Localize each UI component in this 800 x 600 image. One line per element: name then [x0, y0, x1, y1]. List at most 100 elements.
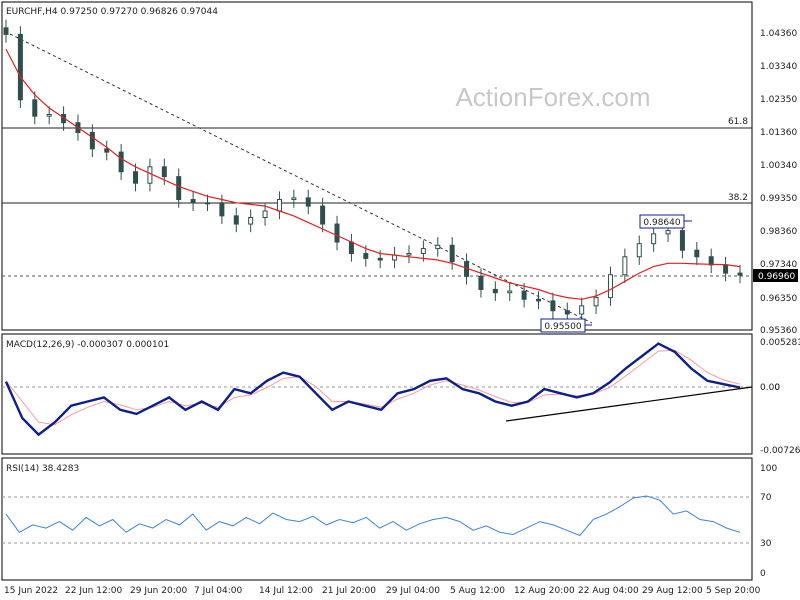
price-axis: 1.04360 1.03340 1.02350 1.01360 1.00340 …	[760, 29, 797, 336]
macd-tick-label: 0.005281	[760, 338, 800, 348]
candle-body	[147, 166, 153, 184]
candle-body	[133, 171, 139, 184]
candle-body	[737, 272, 743, 276]
candle-body	[536, 298, 542, 302]
low-annotation-label: 0.95500	[544, 322, 581, 332]
price-tick-label: 1.03340	[760, 62, 797, 72]
macd-title: MACD(12,26,9) -0.000307 0.000101	[6, 340, 169, 350]
candle-body	[492, 288, 498, 294]
candle-body	[636, 243, 642, 258]
candle-body	[607, 274, 613, 299]
current-price-label: 0.96960	[758, 272, 795, 282]
time-tick-label: 22 Aug 04:00	[578, 586, 639, 596]
macd-line	[4, 342, 741, 437]
candle-body	[593, 297, 599, 307]
candle-body	[651, 233, 657, 245]
rsi-tick-label: 100	[760, 464, 777, 474]
rsi-title: RSI(14) 38.4283	[6, 464, 79, 474]
candle-body	[17, 33, 23, 101]
candle-body	[248, 217, 254, 225]
high-annotation-label: 0.98640	[643, 218, 680, 228]
candle-body	[694, 249, 700, 258]
candle-body	[276, 199, 282, 212]
candle-body	[348, 241, 354, 254]
rsi-tick-label: 0	[760, 569, 766, 579]
candle-body	[723, 264, 729, 274]
time-tick-label: 12 Aug 20:00	[514, 586, 575, 596]
chart-header: EURCHF,H4 0.97250 0.97270 0.96826 0.9704…	[6, 7, 218, 17]
macd-signal-line	[5, 349, 741, 426]
rsi-tick-label: 70	[760, 493, 772, 503]
macd-value-label: 0.00	[760, 383, 780, 393]
candle-body	[564, 310, 570, 315]
candle-body	[708, 256, 714, 266]
candle-body	[176, 176, 182, 201]
candle-body	[478, 275, 484, 290]
time-tick-label: 7 Jul 04:00	[194, 586, 243, 596]
candle-body	[665, 230, 671, 235]
candle-body	[262, 210, 268, 219]
candle-body	[118, 151, 124, 173]
time-tick-label: 21 Jul 20:00	[322, 586, 376, 596]
candle-body	[334, 223, 340, 243]
watermark: ActionForex.com	[455, 82, 650, 112]
candle-body	[579, 305, 585, 315]
candle-body	[435, 244, 441, 250]
rsi-panel-frame	[1, 457, 753, 581]
price-tick-label: 0.95360	[760, 326, 797, 336]
price-tick-label: 1.01360	[760, 128, 797, 138]
candle-body	[3, 27, 9, 35]
candle-body	[363, 252, 369, 259]
time-tick-label: 5 Aug 12:00	[450, 586, 505, 596]
candle-body	[190, 199, 196, 204]
time-tick-label: 29 Jun 20:00	[130, 586, 187, 596]
macd-trendline	[505, 386, 753, 422]
candle-body	[679, 230, 685, 251]
candle-body	[449, 244, 455, 263]
price-tick-label: 1.04360	[760, 29, 797, 39]
candle-body	[320, 205, 326, 225]
fib-38-2-label: 38.2	[728, 193, 748, 203]
candle-body	[32, 99, 38, 117]
time-tick-label: 22 Jun 12:00	[65, 586, 122, 596]
candle-body	[521, 290, 527, 300]
macd-tick-label: -0.007263	[760, 446, 800, 456]
rsi-line	[5, 495, 741, 537]
candle-body	[233, 215, 239, 225]
current-price-badge	[753, 269, 798, 282]
candle-body	[420, 248, 426, 254]
price-tick-label: 0.96350	[760, 294, 797, 304]
candle-body	[305, 197, 311, 207]
price-tick-label: 0.98360	[760, 227, 797, 237]
time-tick-label: 15 Jun 2022	[4, 586, 58, 596]
price-panel-frame	[1, 1, 753, 331]
rsi-tick-label: 30	[760, 539, 772, 549]
time-tick-label: 14 Jul 12:00	[259, 586, 313, 596]
candle-body	[291, 197, 297, 201]
fib-61-8-label: 61.8	[728, 117, 748, 127]
candle-body	[161, 166, 167, 178]
price-tick-label: 0.99350	[760, 194, 797, 204]
candle-body	[406, 252, 412, 256]
moving-average-line	[5, 48, 741, 300]
time-tick-label: 29 Jul 04:00	[386, 586, 440, 596]
time-axis: 15 Jun 2022 22 Jun 12:00 29 Jun 20:00 7 …	[4, 586, 761, 596]
time-tick-label: 5 Sep 20:00	[706, 586, 761, 596]
price-tick-label: 1.02350	[760, 95, 797, 105]
price-tick-label: 0.97340	[760, 260, 797, 270]
candles-group	[3, 19, 743, 323]
macd-panel-frame	[1, 333, 753, 455]
candle-body	[104, 148, 110, 153]
price-trendline	[9, 33, 593, 324]
candle-body	[550, 300, 556, 312]
price-tick-label: 1.00340	[760, 161, 797, 171]
candle-body	[46, 114, 52, 117]
candle-body	[89, 131, 95, 150]
candle-body	[622, 256, 628, 276]
time-tick-label: 29 Aug 12:00	[642, 586, 703, 596]
macd-value-badge	[753, 381, 775, 393]
candle-body	[219, 202, 225, 217]
candle-body	[377, 257, 383, 261]
